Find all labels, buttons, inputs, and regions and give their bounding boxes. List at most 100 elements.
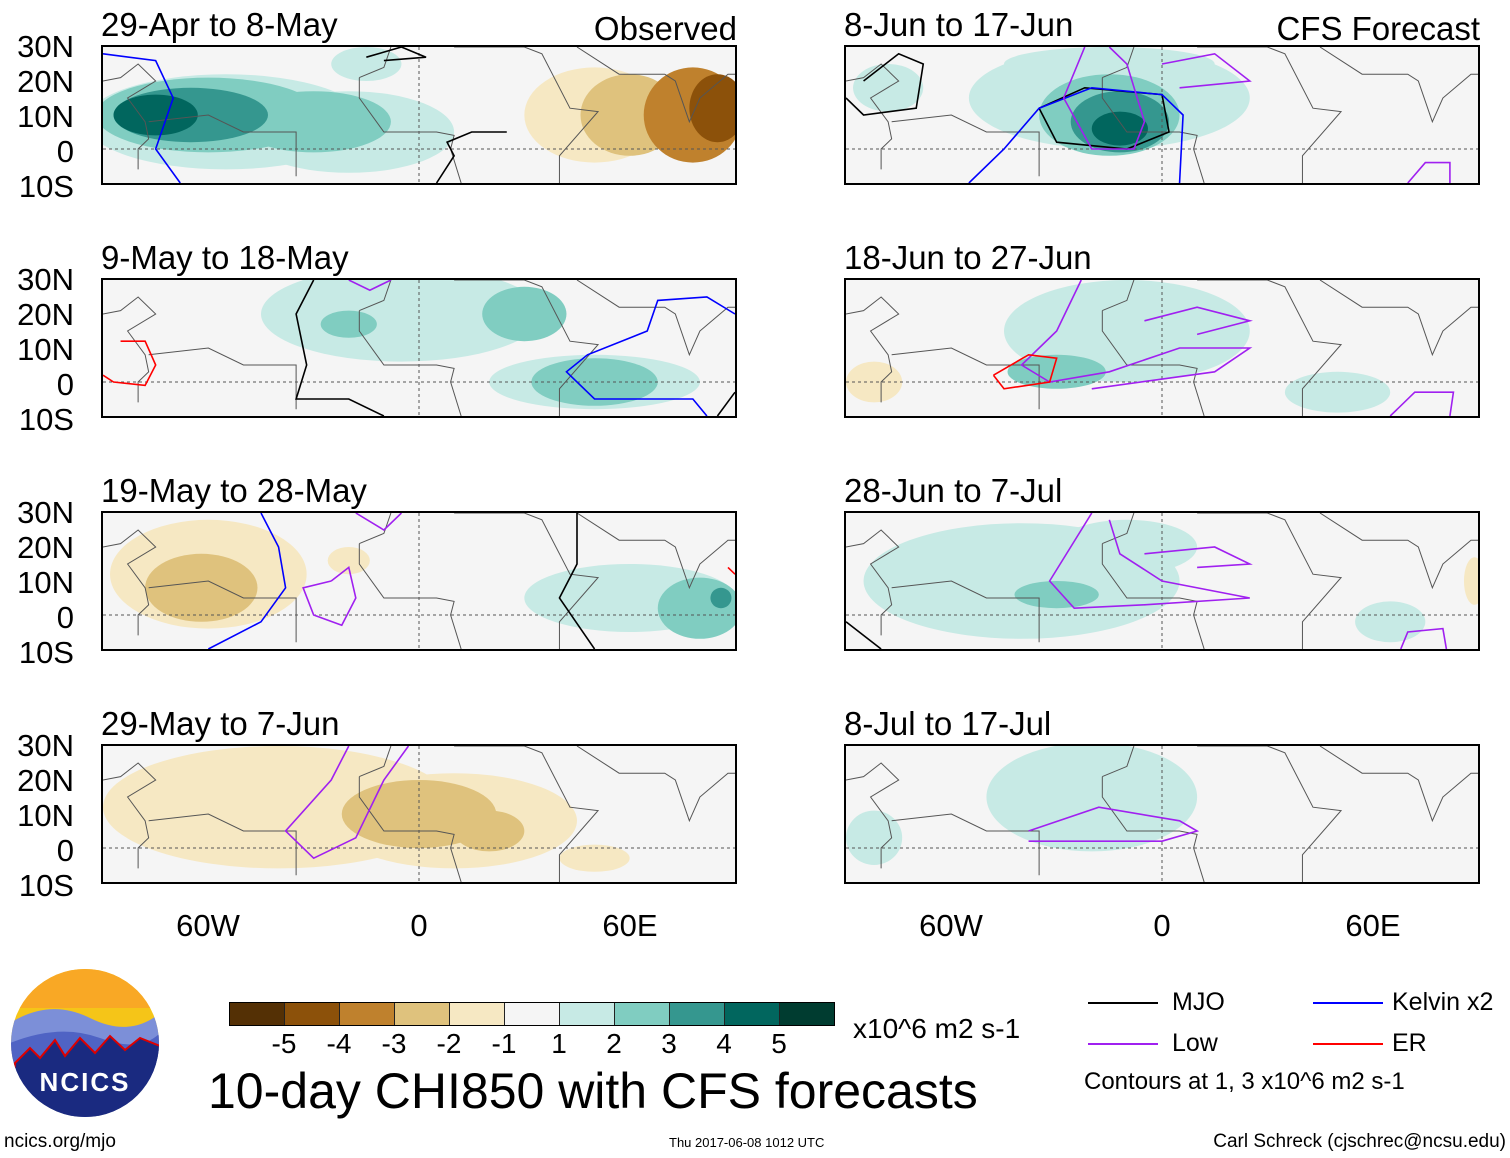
y-tick-label: 10N [17,565,74,600]
x-tick-label: 60W [176,908,240,943]
map-panel: 9-May to 18-May [101,239,737,418]
footer-url[interactable]: ncics.org/mjo [4,1131,116,1152]
y-tick-label: 10N [17,798,74,833]
map-panel: 18-Jun to 27-Jun [844,239,1480,418]
er-contour [993,355,1056,389]
er-contour [103,341,156,385]
low-contour [1144,547,1249,567]
anomaly-shading [261,280,542,362]
low-contour [1050,513,1250,608]
x-tick-label: 60E [602,908,658,943]
x-tick-label: 60W [919,908,983,943]
anomaly-shading [482,286,567,342]
anomaly-shading [846,361,903,403]
y-tick-label: 30N [17,29,74,64]
y-tick-label: 10S [18,868,74,903]
low-contour [1144,307,1249,334]
x-tick-label: 0 [410,908,428,943]
map-panel: 19-May to 28-May [101,472,737,651]
colorbar-tick: -2 [436,1028,462,1059]
author: Carl Schreck (cjschrec@ncsu.edu) [1213,1131,1506,1152]
y-tick-label: 10S [18,169,74,204]
colorbar-swatch [615,1003,670,1025]
colorbar-tick: -3 [381,1028,407,1059]
coastline [846,513,1478,649]
mjo-contour [846,54,923,115]
colorbar-swatch [230,1003,285,1025]
coastline [846,746,1478,882]
anomaly-shading [1091,111,1148,146]
y-tick-label: 0 [56,367,74,402]
equator-line [103,513,735,649]
anomaly-shading [1355,601,1426,643]
anomaly-shading [331,47,402,81]
y-tick-label: 20N [17,64,74,99]
equator-line [846,47,1478,183]
anomaly-shading [531,358,658,406]
mjo-contour [437,132,507,183]
legend-low-line [1088,1043,1158,1045]
colorbar-swatch [725,1003,780,1025]
y-tick-label: 10S [18,402,74,437]
colorbar [229,1002,835,1026]
timestamp: Thu 2017-06-08 1012 UTC [669,1135,825,1150]
y-tick-label: 30N [17,728,74,763]
anomaly-shading [559,844,630,872]
svg-text:NCICS: NCICS [40,1067,131,1097]
colorbar-swatch [670,1003,725,1025]
panel-title: 19-May to 28-May [101,472,367,509]
y-tick-label: 30N [17,262,74,297]
low-contour [1064,47,1145,149]
colorbar-swatch [505,1003,560,1025]
colorbar-swatch [780,1003,834,1025]
mjo-contour [296,280,384,416]
map-panel: 8-Jul to 17-Jul [844,705,1480,884]
colorbar-units: x10^6 m2 s-1 [853,1013,1021,1044]
equator-line [103,746,735,882]
legend-mjo-line [1088,1002,1158,1004]
low-contour [1029,807,1198,841]
colorbar-tick: -1 [491,1028,517,1059]
anomaly-shading [689,74,735,143]
anomaly-shading [454,810,525,852]
low-contour [1390,392,1453,416]
er-contour [728,567,735,574]
y-tick-label: 30N [17,495,74,530]
y-tick-label: 10N [17,332,74,367]
colorbar-swatch [285,1003,340,1025]
y-tick-label: 0 [56,134,74,169]
colorbar-tick: 1 [551,1028,567,1059]
anomaly-shading [320,310,377,338]
colorbar-swatch [560,1003,615,1025]
anomaly-shading [113,94,198,136]
mjo-contour [846,622,881,649]
mjo-contour [559,513,594,649]
y-tick-label: 20N [17,763,74,798]
observed-label: Observed [593,10,737,47]
coastline [846,280,1478,416]
equator-line [103,280,735,416]
panel-title: 29-May to 7-Jun [101,705,340,742]
colorbar-tick: 4 [716,1028,732,1059]
y-tick-label: 20N [17,297,74,332]
low-contour [1408,163,1450,183]
panel-title: 9-May to 18-May [101,239,349,276]
coastline [103,280,735,416]
low-contour [1162,54,1250,88]
y-tick-label: 10N [17,99,74,134]
low-contour [1022,280,1250,389]
equator-line [103,47,735,183]
map-panel: 8-Jun to 17-Jun CFS Forecast [844,6,1480,185]
legend-kelvin-label: Kelvin x2 [1392,988,1494,1016]
mjo-contour [1039,88,1169,149]
map-panel: 28-Jun to 7-Jul [844,472,1480,651]
anomaly-shading [1007,354,1106,389]
kelvin-contour [103,54,180,183]
coastline [103,513,735,649]
y-tick-label: 10S [18,635,74,670]
anomaly-shading [1014,581,1099,609]
contour-note: Contours at 1, 3 x10^6 m2 s-1 [1084,1068,1405,1095]
map-panel: 29-May to 7-Jun [101,705,737,884]
mjo-contour [717,392,735,416]
panel-title: 28-Jun to 7-Jul [844,472,1063,509]
